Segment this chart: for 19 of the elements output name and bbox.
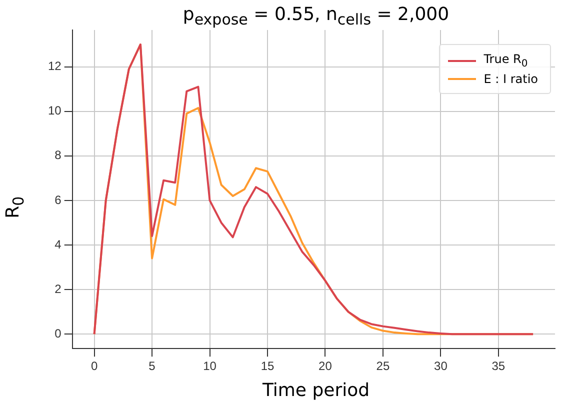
x-tick-label: 35 <box>492 359 506 374</box>
legend-label: E : I ratio <box>484 72 538 86</box>
y-tick-label: 10 <box>48 104 62 118</box>
x-axis-title: Time period <box>261 380 371 401</box>
legend-label: True R$_{0}$ <box>484 52 528 70</box>
y-tick-label: 4 <box>54 237 62 252</box>
x-tick-label: 20 <box>318 359 332 374</box>
y-tick-label: 0 <box>54 326 62 340</box>
y-tick-label: 6 <box>54 192 62 207</box>
y-tick-label: 2 <box>54 282 62 296</box>
y-tick-label: 8 <box>54 148 62 162</box>
x-tick-label: 5 <box>148 359 156 374</box>
chart-title: p$_{expose}$ = 0.55, n$_{cells}$ = 2,000 <box>182 4 450 29</box>
x-tick-label: 30 <box>434 359 448 374</box>
x-tick-label: 10 <box>203 359 217 374</box>
y-tick-label: 12 <box>48 59 62 74</box>
x-tick-label: 25 <box>376 359 390 374</box>
x-tick-label: 15 <box>260 359 274 374</box>
x-tick-label: 0 <box>90 359 98 374</box>
